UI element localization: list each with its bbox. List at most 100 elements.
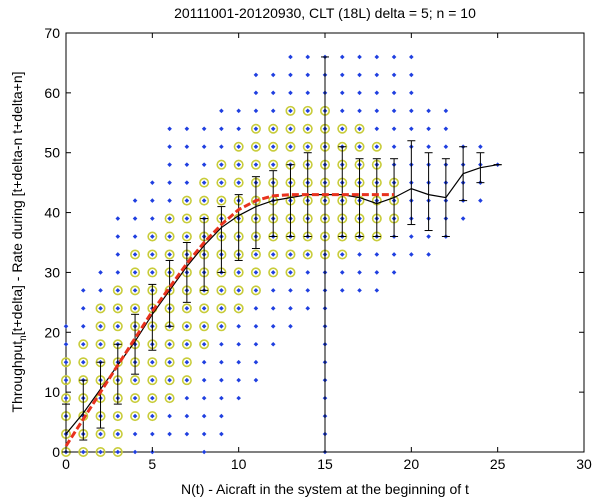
scatter-point	[391, 108, 397, 114]
highlight-ring	[285, 123, 296, 134]
scatter-point	[391, 252, 397, 257]
scatter-point	[253, 90, 259, 96]
mean-series-line	[65, 164, 498, 435]
scatter-point	[236, 126, 241, 132]
scatter-point	[115, 252, 121, 257]
scatter-point	[115, 306, 121, 311]
scatter-point	[374, 288, 380, 293]
highlight-ring	[216, 159, 227, 170]
highlight-ring	[250, 249, 261, 260]
scatter-point	[201, 449, 207, 455]
scatter-point	[167, 216, 172, 221]
highlight-ring	[268, 123, 279, 134]
scatter-point	[305, 306, 311, 311]
scatter-point	[305, 252, 311, 257]
highlight-ring	[112, 446, 123, 457]
highlight-ring	[285, 105, 296, 116]
scatter-point	[374, 90, 380, 96]
scatter-point	[236, 108, 241, 114]
mean-line-layer	[65, 164, 498, 435]
scatter-point	[339, 252, 345, 257]
scatter-point	[391, 270, 397, 275]
scatter-point	[201, 306, 207, 311]
highlight-ring	[181, 231, 192, 242]
scatter-point	[374, 270, 380, 275]
scatter-point	[305, 270, 311, 275]
scatter-point	[236, 359, 241, 365]
scatter-point	[115, 288, 121, 293]
highlight-ring	[250, 285, 261, 296]
scatter-point	[270, 270, 276, 275]
scatter-point	[115, 431, 121, 437]
scatter-point	[201, 198, 207, 203]
scatter-point	[184, 234, 190, 239]
scatter-point	[253, 341, 259, 347]
axes-layer: 0 5 10 15 20 25 30 0 10 20 30 40 50 60 70	[44, 25, 592, 472]
scatter-point	[115, 413, 121, 419]
scatter-point	[253, 126, 259, 132]
scatter-point	[132, 270, 138, 275]
scatter-point	[339, 72, 345, 78]
scatter-point	[236, 324, 241, 329]
y-tick-label: 40	[44, 205, 60, 221]
highlight-ring	[181, 213, 192, 224]
scatter-point	[391, 126, 397, 132]
scatter-point	[426, 234, 431, 239]
scatter-point	[132, 306, 138, 311]
highlight-ring	[302, 123, 313, 134]
scatter-point	[391, 144, 397, 150]
scatter-point	[270, 324, 276, 329]
scatter-point	[167, 431, 172, 437]
highlight-ring	[95, 446, 106, 457]
x-tick-label: 15	[317, 456, 333, 472]
scatter-point	[219, 180, 224, 185]
scatter-point	[167, 252, 172, 257]
highlight-ring	[112, 411, 123, 422]
highlight-ring	[130, 375, 141, 386]
scatter-point	[478, 144, 483, 150]
error-bars-layer	[62, 56, 502, 453]
scatter-point	[409, 252, 414, 257]
x-tick-label: 30	[576, 456, 592, 472]
highlight-ring	[130, 285, 141, 296]
scatter-point	[98, 288, 103, 293]
scatter-point	[253, 359, 259, 365]
scatter-point	[253, 306, 259, 311]
highlight-ring	[112, 321, 123, 332]
scatter-point	[253, 252, 259, 257]
scatter-point	[219, 431, 224, 437]
scatter-point	[98, 270, 103, 275]
scatter-point	[201, 395, 207, 401]
scatter-point	[253, 144, 259, 150]
scatter-point	[150, 431, 155, 437]
scatter-point	[201, 162, 207, 167]
scatter-point	[167, 198, 172, 203]
scatter-point	[219, 288, 224, 293]
highlight-ring	[60, 393, 71, 404]
highlight-ring	[147, 375, 158, 386]
scatter-point	[167, 377, 172, 383]
scatter-point	[253, 72, 259, 78]
highlight-ring	[95, 303, 106, 314]
scatter-point	[219, 359, 224, 365]
highlight-ring	[233, 303, 244, 314]
highlight-ring	[302, 141, 313, 152]
highlight-ring	[147, 231, 158, 242]
scatter-point	[80, 359, 86, 365]
highlight-ring	[371, 141, 382, 152]
highlight-ring	[337, 249, 348, 260]
y-axis-label-subscript: n	[18, 335, 29, 341]
y-axis-label-main: Throughput	[9, 341, 25, 413]
scatter-point	[288, 108, 293, 114]
scatter-point	[219, 108, 224, 114]
highlight-ring	[181, 303, 192, 314]
highlight-ring	[164, 357, 175, 368]
highlight-ring	[233, 159, 244, 170]
scatter-point	[409, 90, 414, 96]
highlight-ring	[95, 321, 106, 332]
highlight-ring	[268, 249, 279, 260]
scatter-point	[270, 306, 276, 311]
scatter-point	[426, 144, 431, 150]
scatter-point	[305, 144, 311, 150]
scatter-point	[63, 341, 69, 347]
